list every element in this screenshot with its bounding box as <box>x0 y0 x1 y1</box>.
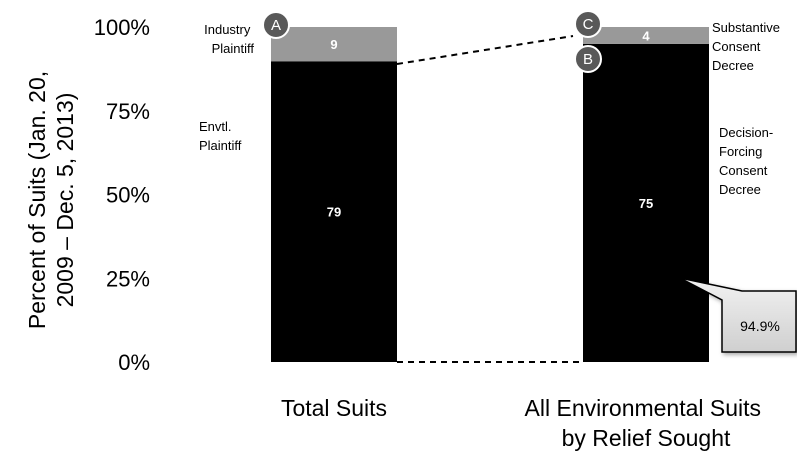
category-label-total-suits: Total Suits <box>281 395 387 421</box>
substantive-consent-decree-label: Substantive Consent Decree <box>712 20 784 73</box>
y-tick-label: 50% <box>106 183 150 208</box>
y-axis-title-line-1: Percent of Suits (Jan. 20, <box>24 71 50 329</box>
bar-segment <box>271 27 397 62</box>
svg-text:C: C <box>583 16 594 33</box>
svg-text:B: B <box>583 51 593 68</box>
y-tick-label: 75% <box>106 99 150 124</box>
bar-value-label: 9 <box>330 37 337 52</box>
callout-value: 94.9% <box>740 318 780 334</box>
category-label-environmental-suits: All Environmental Suits by Relief Sought <box>525 395 768 451</box>
envtl-plaintiff-label: Envtl. Plaintiff <box>199 119 242 153</box>
y-tick-label: 0% <box>118 350 150 375</box>
bars: 79 9 75 4 <box>271 27 709 363</box>
y-tick-labels: 0% 25% 50% 75% 100% <box>94 15 150 375</box>
bar-value-label: 4 <box>642 28 650 43</box>
y-tick-label: 100% <box>94 15 150 40</box>
marker-a: A <box>262 11 290 39</box>
marker-b: B <box>574 45 602 73</box>
bar-value-label: 79 <box>327 205 341 220</box>
bar-value-label: 75 <box>639 196 653 211</box>
svg-text:A: A <box>271 17 281 34</box>
decision-forcing-consent-decree-label: Decision- Forcing Consent Decree <box>719 125 777 197</box>
marker-c: C <box>574 10 602 38</box>
y-tick-label: 25% <box>106 266 150 291</box>
dashed-connector-top <box>396 35 574 65</box>
bar-segment <box>271 61 397 363</box>
industry-plaintiff-label: Industry Plaintiff <box>204 22 254 56</box>
bar-segment <box>583 27 709 44</box>
callout <box>679 277 797 353</box>
bar-segment <box>583 43 709 362</box>
y-axis-title-line-2: 2009 – Dec. 5, 2013) <box>52 93 78 308</box>
